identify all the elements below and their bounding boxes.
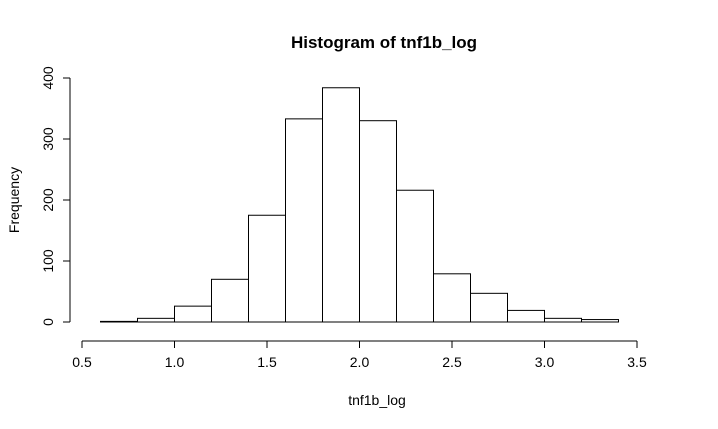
x-axis: 0.5 1.0 1.5 2.0 2.5 3.0 3.5 bbox=[72, 340, 647, 370]
histogram-bar bbox=[544, 317, 582, 323]
histogram-bar bbox=[248, 214, 286, 323]
y-tick-label: 200 bbox=[40, 188, 56, 212]
histogram-bar bbox=[137, 317, 175, 323]
y-tick-label: 400 bbox=[40, 66, 56, 90]
x-tick-label: 3.0 bbox=[535, 354, 555, 370]
chart-title: Histogram of tnf1b_log bbox=[291, 33, 477, 52]
histogram-bar bbox=[359, 120, 397, 323]
x-tick-label: 0.5 bbox=[72, 354, 92, 370]
x-tick-label: 1.5 bbox=[257, 354, 277, 370]
histogram-bar bbox=[285, 118, 323, 323]
y-tick-label: 100 bbox=[40, 249, 56, 273]
histogram-bar bbox=[507, 309, 545, 323]
y-tick-label: 0 bbox=[40, 318, 56, 326]
y-tick-label: 300 bbox=[40, 127, 56, 151]
histogram-bar bbox=[322, 87, 360, 323]
histogram-bar bbox=[396, 189, 434, 323]
x-tick-label: 1.0 bbox=[165, 354, 185, 370]
histogram-bar bbox=[433, 273, 471, 323]
x-tick-label: 3.5 bbox=[627, 354, 647, 370]
bars-group bbox=[100, 87, 619, 323]
histogram-bar bbox=[470, 292, 508, 323]
histogram-bar bbox=[211, 278, 249, 323]
y-axis: 0 100 200 300 400 bbox=[40, 66, 71, 326]
histogram-bar bbox=[100, 320, 138, 323]
x-tick-label: 2.5 bbox=[442, 354, 462, 370]
histogram-bar bbox=[581, 319, 619, 323]
histogram-bar bbox=[174, 305, 212, 323]
y-axis-label: Frequency bbox=[6, 167, 22, 233]
x-axis-label: tnf1b_log bbox=[348, 392, 406, 408]
x-tick-label: 2.0 bbox=[350, 354, 370, 370]
